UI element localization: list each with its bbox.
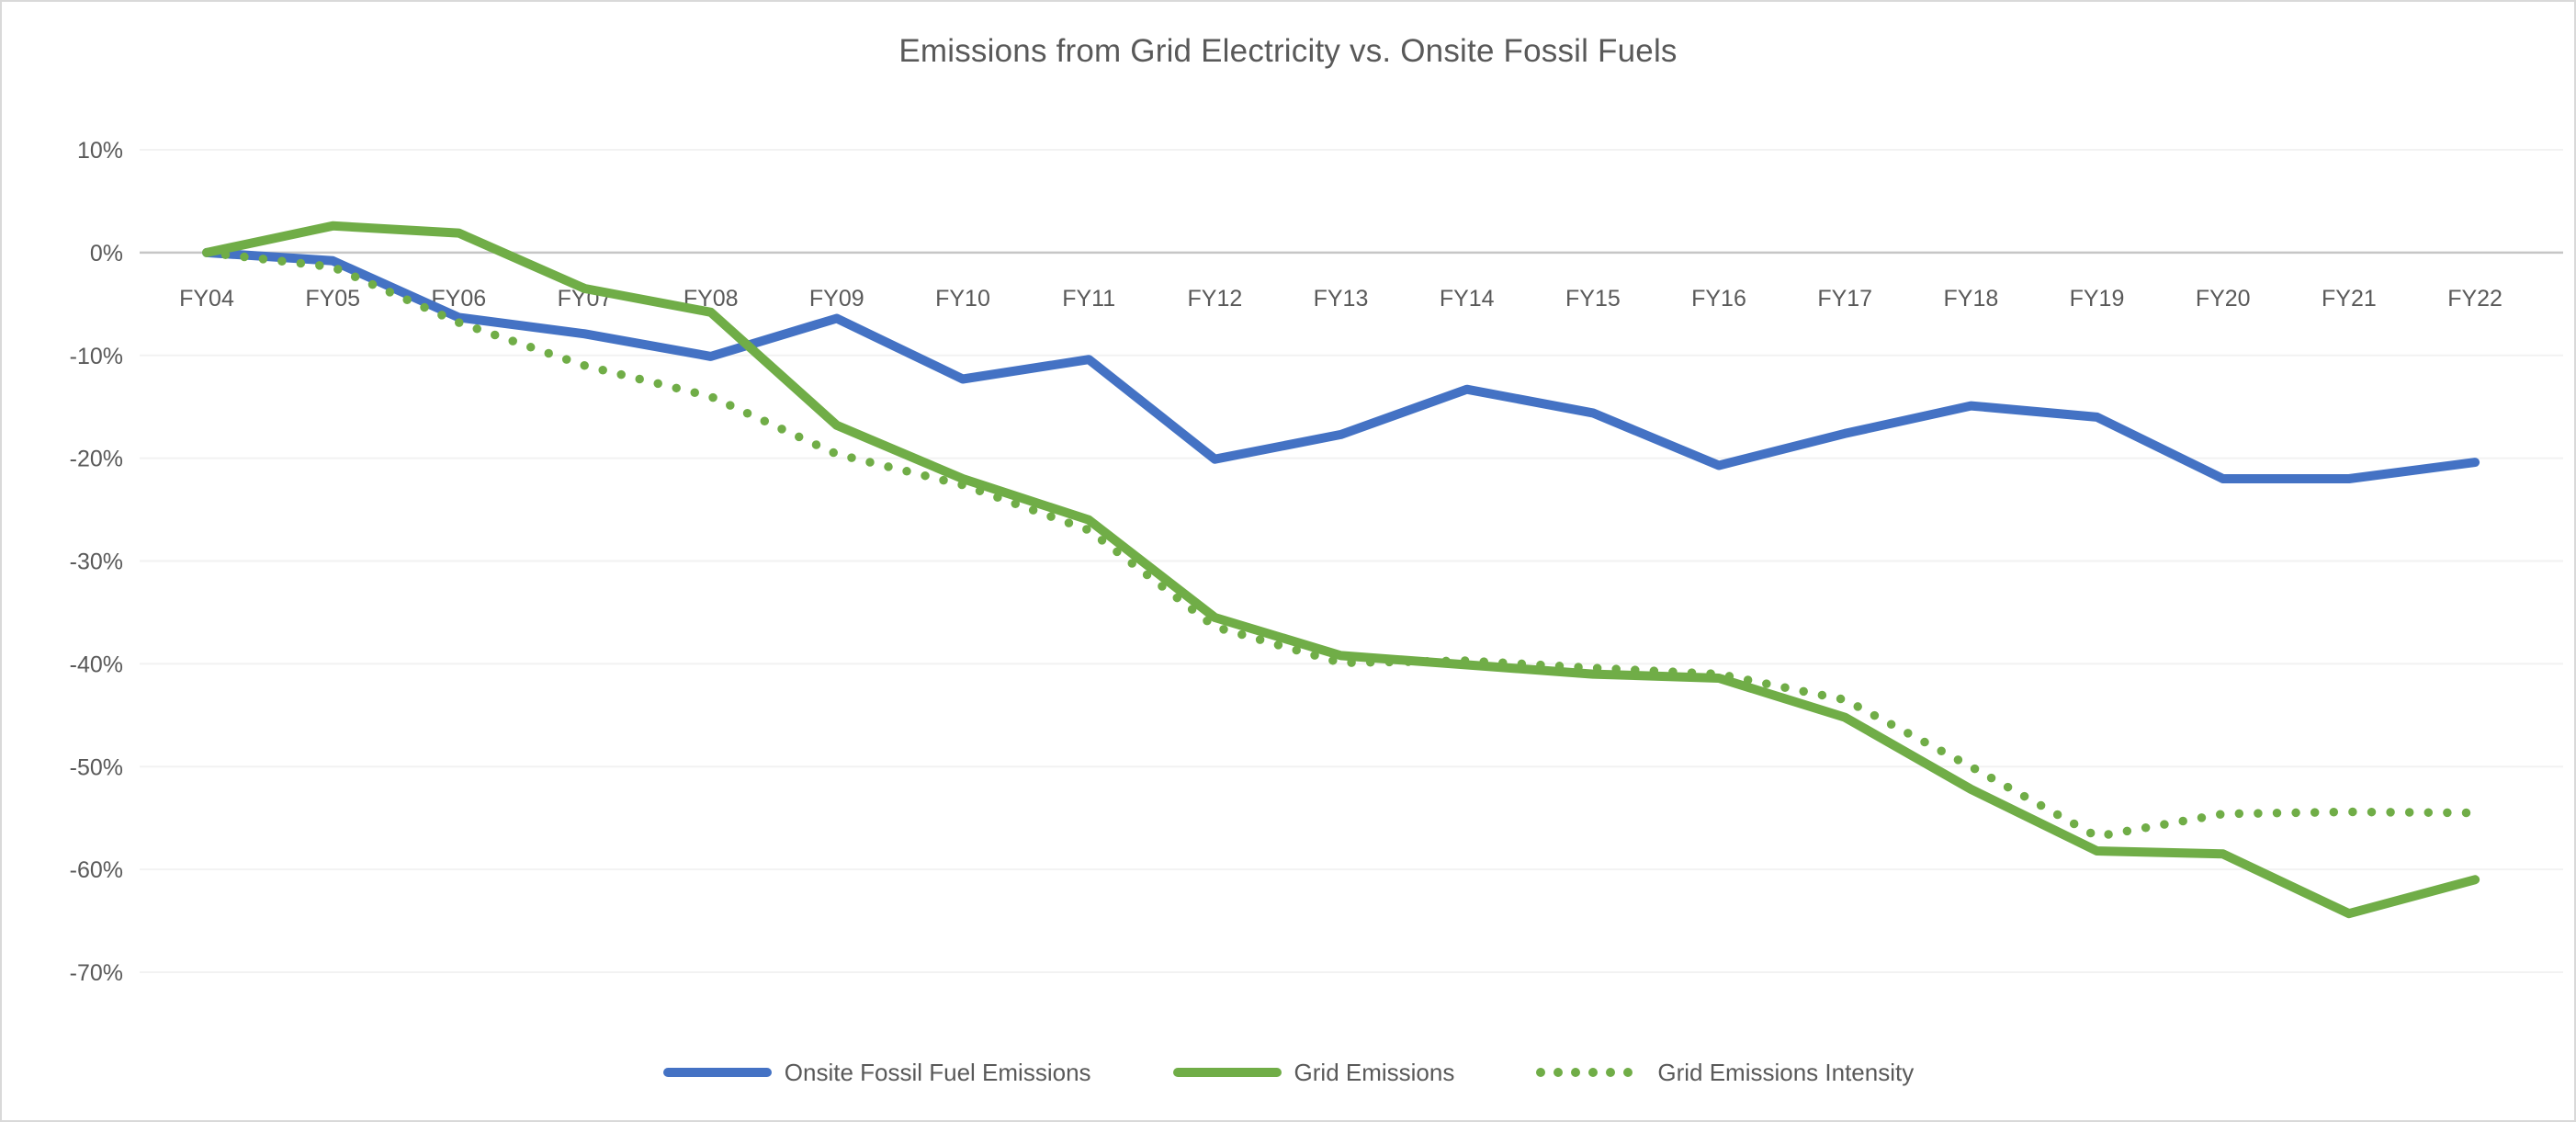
y-axis-tick-label: 0%: [90, 241, 123, 266]
x-axis-tick-label-fy04: FY04: [179, 286, 234, 312]
series-line-onsite-fossil-fuel-emissions: [202, 247, 2480, 483]
series-line-grid-emissions: [202, 221, 2480, 919]
x-axis-tick-label-fy13: FY13: [1314, 286, 1369, 312]
x-axis-tick-label-fy16: FY16: [1691, 286, 1746, 312]
chart-legend: Onsite Fossil Fuel Emissions Grid Emissi…: [2, 1048, 2574, 1097]
y-axis-tick-label: 10%: [77, 138, 123, 164]
y-axis-tick-label: -30%: [70, 550, 123, 575]
x-axis-tick-label-fy20: FY20: [2196, 286, 2251, 312]
y-axis-tick-label: -10%: [70, 344, 123, 369]
y-axis-tick-label: -50%: [70, 754, 123, 780]
y-axis-tick-label: -70%: [70, 960, 123, 986]
y-axis-tick-label: -20%: [70, 447, 123, 472]
x-axis-tick-label-fy21: FY21: [2322, 286, 2377, 312]
y-axis-tick-label: -60%: [70, 857, 123, 883]
legend-item-onsite-fossil-fuel-emissions: Onsite Fossil Fuel Emissions: [662, 1059, 1091, 1087]
legend-item-grid-emissions-intensity: Grid Emissions Intensity: [1535, 1059, 1914, 1087]
legend-item-grid-emissions: Grid Emissions: [1172, 1058, 1455, 1087]
legend-label-onsite-fossil-fuel-emissions: Onsite Fossil Fuel Emissions: [784, 1058, 1091, 1086]
x-axis-tick-label-fy14: FY14: [1440, 286, 1495, 312]
x-axis-tick-label-fy17: FY17: [1817, 286, 1872, 312]
x-axis-tick-label-fy11: FY11: [1062, 286, 1115, 312]
series-line-grid-emissions-intensity: [202, 248, 2480, 842]
blue-solid-line-icon: [662, 1068, 772, 1077]
legend-label-grid-emissions: Grid Emissions: [1294, 1058, 1455, 1086]
x-axis-tick-label-fy22: FY22: [2447, 286, 2503, 312]
legend-label-grid-emissions-intensity: Grid Emissions Intensity: [1657, 1058, 1915, 1086]
green-dotted-line-icon: [1536, 1068, 1645, 1077]
x-axis-tick-label-fy19: FY19: [2070, 286, 2125, 312]
x-axis-tick-label-fy18: FY18: [1944, 286, 1999, 312]
x-axis-tick-label-fy10: FY10: [935, 286, 990, 312]
x-axis-tick-label-fy05: FY05: [305, 286, 360, 312]
green-solid-line-icon: [1172, 1068, 1282, 1077]
y-axis-tick-label: -40%: [70, 652, 123, 677]
x-axis-tick-label-fy15: FY15: [1565, 286, 1621, 312]
chart-title: Emissions from Grid Electricity vs. Onsi…: [898, 33, 1678, 69]
x-axis-tick-label-fy09: FY09: [809, 286, 864, 312]
x-axis-tick-label-fy12: FY12: [1188, 286, 1243, 312]
